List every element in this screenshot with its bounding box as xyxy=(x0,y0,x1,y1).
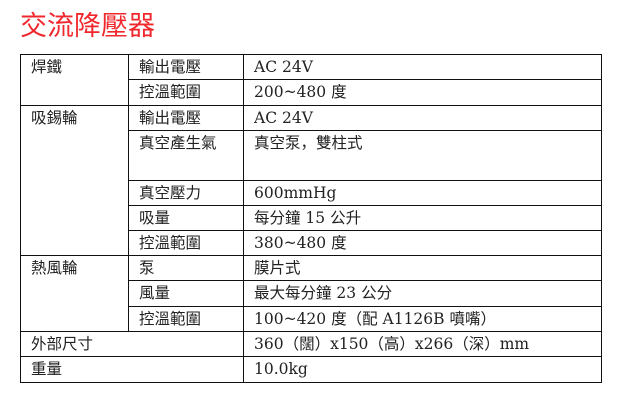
row-value: 10.0kg xyxy=(243,356,602,383)
row-label: 控溫範圍 xyxy=(128,79,244,106)
row-value: 膜片式 xyxy=(243,255,602,281)
row-value: 每分鐘 15 公升 xyxy=(243,205,602,231)
row-value: 380~480 度 xyxy=(243,230,602,256)
table-row: 風量 最大每分鐘 23 公分 xyxy=(21,280,602,307)
table-row: 真空產生氣 真空泵，雙柱式 xyxy=(21,130,602,181)
table-row: 外部尺寸 360（闊）x150（高）x266（深）mm xyxy=(20,331,602,357)
row-value: 600mmHg xyxy=(243,180,602,206)
row-label: 吸量 xyxy=(128,205,244,231)
table-row: 吸錫輪 輸出電壓 AC 24V xyxy=(20,105,602,256)
group-hot-air: 熱風輪 xyxy=(20,255,129,332)
row-label: 真空壓力 xyxy=(128,180,244,206)
table-row: 真空壓力 600mmHg xyxy=(21,180,602,206)
row-value: 360（闊）x150（高）x266（深）mm xyxy=(243,331,602,357)
row-label: 控溫範圍 xyxy=(128,306,244,332)
row-value: AC 24V xyxy=(243,105,602,131)
table-row: 吸量 每分鐘 15 公升 xyxy=(21,205,602,231)
table-row: 控溫範圍 380~480 度 xyxy=(21,230,602,256)
row-value: 最大每分鐘 23 公分 xyxy=(243,280,602,307)
table-row: 控溫範圍 200~480 度 xyxy=(21,79,602,106)
row-label: 外部尺寸 xyxy=(20,331,244,357)
row-value: 真空泵，雙柱式 xyxy=(243,130,602,181)
row-label: 真空產生氣 xyxy=(128,130,244,181)
page-title: 交流降壓器 xyxy=(20,11,155,42)
row-value: 100~420 度（配 A1126B 噴嘴） xyxy=(243,306,602,332)
group-soldering-iron: 焊鐵 xyxy=(20,54,129,106)
row-label: 輸出電壓 xyxy=(128,105,244,131)
group-desoldering: 吸錫輪 xyxy=(20,105,129,256)
table-row: 控溫範圍 100~420 度（配 A1126B 噴嘴） xyxy=(21,306,602,332)
spec-table: 焊鐵 輸出電壓 AC 24V 控溫範圍 200~480 度 吸錫輪 輸出電壓 A… xyxy=(20,54,602,383)
row-value: AC 24V xyxy=(243,54,602,80)
row-label: 輸出電壓 xyxy=(128,54,244,80)
table-row: 焊鐵 輸出電壓 AC 24V xyxy=(20,54,602,106)
table-row: 熱風輪 泵 膜片式 xyxy=(20,255,602,332)
row-label: 重量 xyxy=(20,356,244,383)
row-label: 風量 xyxy=(128,280,244,307)
row-label: 泵 xyxy=(128,255,244,281)
row-value: 200~480 度 xyxy=(243,79,602,106)
table-row: 重量 10.0kg xyxy=(20,356,602,383)
row-label: 控溫範圍 xyxy=(128,230,244,256)
